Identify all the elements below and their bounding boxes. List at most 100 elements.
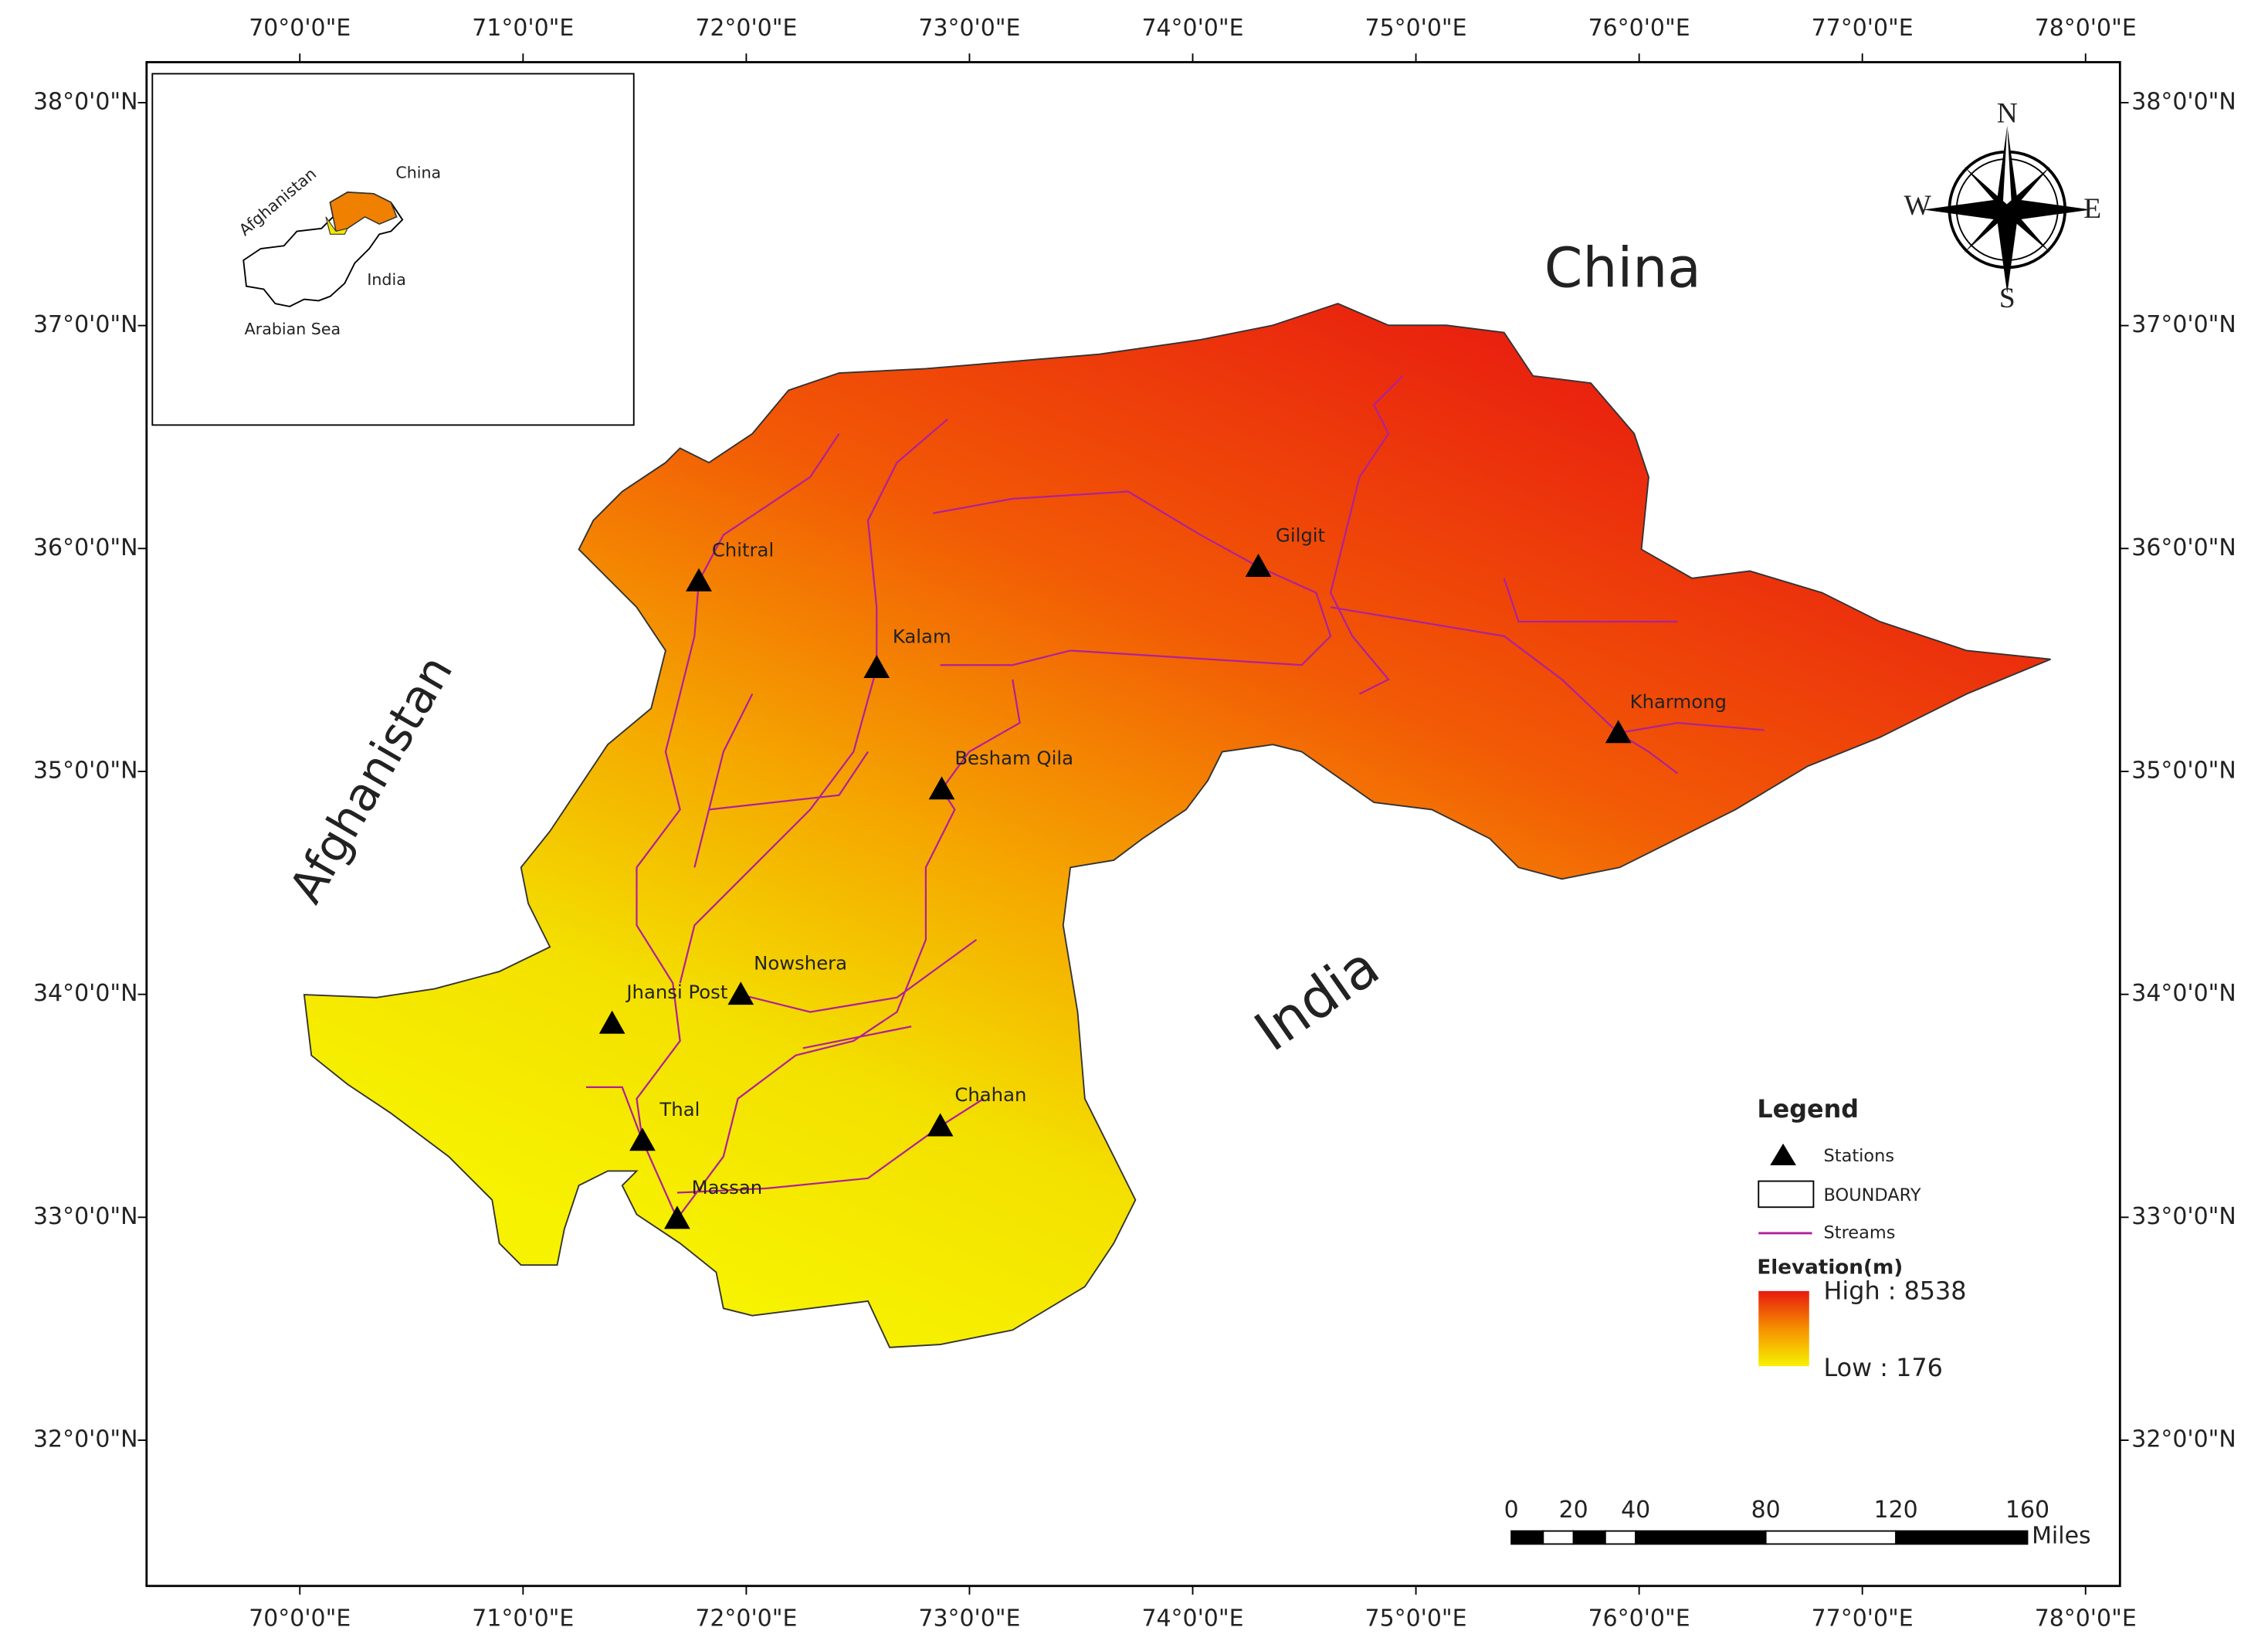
longitude-label: 75°0'0"E [1365,1605,1467,1632]
longitude-label: 72°0'0"E [695,15,797,42]
station-marker [629,1127,656,1151]
station-label: Besham Qila [954,747,1073,769]
stream [708,751,869,811]
station-label: Gilgit [1276,524,1325,547]
longitude-label: 73°0'0"E [918,15,1020,42]
latitude-label: 34°0'0"N [33,980,138,1007]
latitude-label: 34°0'0"N [2131,980,2236,1007]
inset-country [242,192,404,307]
stream [802,1026,912,1049]
legend-boundary-symbol [1758,1180,1815,1209]
longitude-label: 77°0'0"E [1812,1605,1914,1632]
legend-item: BOUNDARY [1824,1185,1921,1205]
legend-low: Low : 176 [1824,1353,1943,1382]
compass-star [1964,166,2051,253]
latitude-label: 32°0'0"N [2131,1426,2236,1453]
longitude-label: 73°0'0"E [918,1605,1020,1632]
latitude-label: 38°0'0"N [33,88,138,115]
stream [933,490,1332,666]
scale-bar-label: 0 [1504,1497,1519,1524]
scale-unit: Miles [2032,1523,2090,1550]
scale-bar-label: 80 [1751,1497,1781,1524]
station-label: Thal [659,1098,700,1120]
latitude-label: 37°0'0"N [33,311,138,338]
station-label: Kharmong [1630,690,1727,713]
station-marker [686,568,712,592]
legend-item: Streams [1824,1222,1896,1242]
legend-item: Stations [1824,1146,1895,1166]
station-label: Chitral [712,538,774,561]
longitude-label: 78°0'0"E [2035,1605,2137,1632]
latitude-label: 37°0'0"N [2131,311,2236,338]
scale-bar-segment [1572,1530,1606,1545]
latitude-label: 35°0'0"N [2131,757,2236,784]
latitude-label: 33°0'0"N [33,1203,138,1230]
compass-label: E [2083,193,2101,225]
inset-label: China [395,164,441,182]
station-label: Kalam [893,625,951,648]
scale-bar-segment [1542,1530,1575,1545]
longitude-label: 75°0'0"E [1365,15,1467,42]
scale-bar-label: 160 [2005,1497,2049,1524]
station-marker [928,776,955,800]
stream [585,1086,644,1141]
scale-bar-segment [1895,1530,2029,1545]
station-marker [727,981,754,1005]
stream [741,938,978,1013]
scale-bar-label: 120 [1874,1497,1918,1524]
compass [1923,125,2091,294]
inset-label: Arabian Sea [245,320,341,338]
legend-title: Legend [1757,1094,1859,1124]
latitude-label: 32°0'0"N [33,1426,138,1453]
station-marker [664,1205,690,1229]
scale-bar-segment [1765,1530,1897,1545]
scale-bar-label: 20 [1559,1497,1588,1524]
scale-bar-segment [1604,1530,1637,1545]
compass-label: N [1997,97,2018,129]
longitude-label: 74°0'0"E [1141,1605,1243,1632]
stream [1329,375,1404,695]
station-label: Nowshera [754,952,847,975]
scale-bar-segment [1635,1530,1767,1545]
longitude-label: 71°0'0"E [472,15,574,42]
longitude-label: 72°0'0"E [695,1605,797,1632]
stream [679,419,948,984]
stream [676,1097,985,1194]
compass-star-highlight [2002,125,2012,210]
longitude-label: 70°0'0"E [249,15,351,42]
legend-station-symbol [1770,1143,1796,1165]
compass-label: W [1904,190,1932,222]
longitude-label: 70°0'0"E [249,1605,351,1632]
inset-label: India [367,270,406,289]
longitude-label: 76°0'0"E [1588,15,1690,42]
stream [1330,606,1765,734]
longitude-label: 78°0'0"E [2035,15,2137,42]
stream [1503,578,1678,623]
station-label: Chahan [954,1083,1026,1106]
stream [693,693,754,868]
inset-study-area-south [325,216,349,235]
station-label: Massan [692,1176,763,1198]
legend: Legend Stations BOUNDARY Streams Elevati… [1757,1094,1966,1382]
longitude-label: 77°0'0"E [1812,15,1914,42]
station-marker [1605,720,1632,744]
latitude-label: 36°0'0"N [2131,534,2236,561]
scale-bar-label: 40 [1621,1497,1650,1524]
latitude-label: 33°0'0"N [2131,1203,2236,1230]
latitude-label: 36°0'0"N [33,534,138,561]
scale-bar-segment [1510,1530,1544,1545]
compass-label: S [1999,283,2015,314]
legend-elevation-ramp [1758,1290,1809,1367]
longitude-label: 76°0'0"E [1588,1605,1690,1632]
stream [676,679,1021,1219]
latitude-label: 35°0'0"N [33,757,138,784]
stream [636,433,840,1219]
longitude-label: 74°0'0"E [1141,15,1243,42]
station-marker [598,1010,625,1034]
study-area [303,303,2051,1348]
inset-map [151,73,635,426]
inset-frame [151,73,635,426]
station-marker [863,655,890,679]
legend-elevation-title: Elevation(m) [1757,1256,1903,1279]
